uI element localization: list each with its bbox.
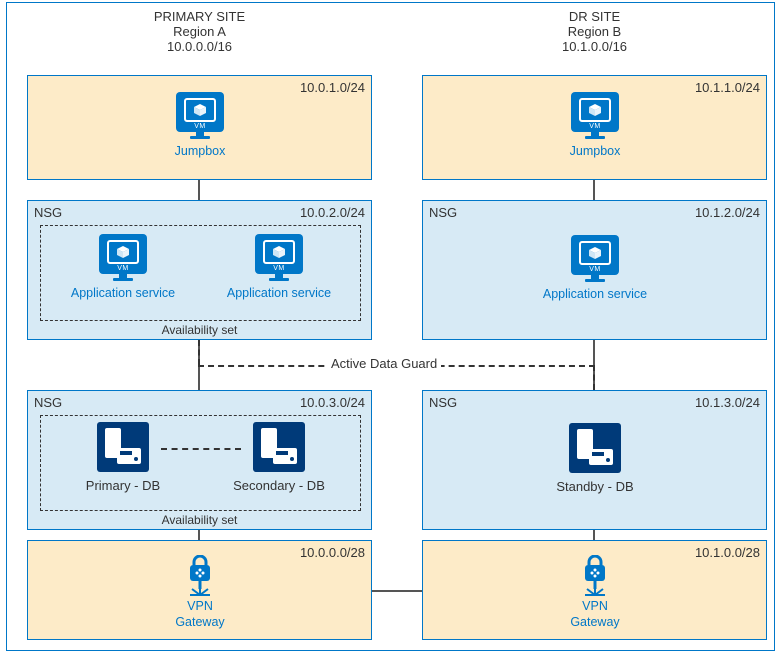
primary-app1-label: Application service [63, 286, 183, 300]
primary-vpn-node: VPN Gateway [140, 555, 260, 630]
vm-icon: VM [535, 92, 655, 132]
db-pair-link [161, 448, 241, 450]
dr-app-tier: NSG 10.1.2.0/24 VM Application service [422, 200, 767, 340]
connector [593, 530, 595, 540]
connector [198, 530, 200, 540]
primary-db-availcaption: Availability set [28, 513, 371, 527]
primary-title-3: 10.0.0.0/16 [27, 39, 372, 54]
connector-vpn-link [372, 590, 422, 592]
dr-app-subnet: 10.1.2.0/24 [695, 205, 760, 220]
dr-title-2: Region B [422, 24, 767, 39]
primary-db-availset: Primary - DB Secondary - DB [40, 415, 361, 511]
primary-db1-label: Primary - DB [63, 478, 183, 493]
adg-connector [198, 340, 200, 365]
primary-title-2: Region A [27, 24, 372, 39]
vm-icon: VM [140, 92, 260, 132]
dr-db-tier: NSG 10.1.3.0/24 Standby - DB [422, 390, 767, 530]
dr-title-1: DR SITE [422, 9, 767, 24]
server-icon [63, 422, 183, 472]
dr-jumpbox-subnet: 10.1.1.0/24 [695, 80, 760, 95]
dr-title-3: 10.1.0.0/16 [422, 39, 767, 54]
dr-db-subnet: 10.1.3.0/24 [695, 395, 760, 410]
dr-db-node: Standby - DB [535, 423, 655, 494]
dr-vpn-subnet: 10.1.0.0/28 [695, 545, 760, 560]
primary-jumpbox-subnet: 10.0.1.0/24 [300, 80, 365, 95]
primary-site-header: PRIMARY SITE Region A 10.0.0.0/16 [27, 9, 372, 54]
architecture-diagram: PRIMARY SITE Region A 10.0.0.0/16 DR SIT… [6, 2, 775, 651]
primary-app-availset: VM Application service VM Application se… [40, 225, 361, 321]
dr-app-node: VM Application service [535, 235, 655, 301]
dr-vpn-label2: Gateway [535, 615, 655, 629]
primary-app-nsg: NSG [34, 205, 62, 220]
primary-app-availcaption: Availability set [28, 323, 371, 337]
primary-vpn-label2: Gateway [140, 615, 260, 629]
primary-app-subnet: 10.0.2.0/24 [300, 205, 365, 220]
primary-app-tier: NSG 10.0.2.0/24 VM Application service V… [27, 200, 372, 340]
primary-title-1: PRIMARY SITE [27, 9, 372, 24]
vpn-gateway-icon [575, 555, 615, 597]
dr-jumpbox-label: Jumpbox [535, 144, 655, 158]
primary-app-node-2: VM Application service [219, 234, 339, 300]
vm-icon: VM [535, 235, 655, 275]
primary-jumpbox-tier: 10.0.1.0/24 VM Jumpbox [27, 75, 372, 180]
dr-vpn-label1: VPN [535, 599, 655, 613]
primary-db-node-1: Primary - DB [63, 422, 183, 493]
active-data-guard-label: Active Data Guard [327, 356, 441, 371]
primary-vpn-label1: VPN [140, 599, 260, 613]
dr-jumpbox-node: VM Jumpbox [535, 92, 655, 158]
dr-app-nsg: NSG [429, 205, 457, 220]
primary-db-subnet: 10.0.3.0/24 [300, 395, 365, 410]
dr-jumpbox-tier: 10.1.1.0/24 VM Jumpbox [422, 75, 767, 180]
primary-app-node-1: VM Application service [63, 234, 183, 300]
vpn-gateway-icon [180, 555, 220, 597]
dr-vpn-node: VPN Gateway [535, 555, 655, 630]
primary-db-tier: NSG 10.0.3.0/24 Primary - DB Secondary -… [27, 390, 372, 530]
vm-icon: VM [63, 234, 183, 274]
primary-vpn-subnet: 10.0.0.0/28 [300, 545, 365, 560]
vm-icon: VM [219, 234, 339, 274]
connector [198, 180, 200, 200]
primary-app2-label: Application service [219, 286, 339, 300]
primary-db2-label: Secondary - DB [219, 478, 339, 493]
primary-jumpbox-node: VM Jumpbox [140, 92, 260, 158]
dr-app-label: Application service [535, 287, 655, 301]
server-icon [535, 423, 655, 473]
server-icon [219, 422, 339, 472]
primary-db-node-2: Secondary - DB [219, 422, 339, 493]
dr-db-label: Standby - DB [535, 479, 655, 494]
dr-db-nsg: NSG [429, 395, 457, 410]
adg-connector [593, 365, 595, 390]
dr-vpn-tier: 10.1.0.0/28 VPN Gateway [422, 540, 767, 640]
connector [593, 180, 595, 200]
primary-jumpbox-label: Jumpbox [140, 144, 260, 158]
primary-db-nsg: NSG [34, 395, 62, 410]
dr-site-header: DR SITE Region B 10.1.0.0/16 [422, 9, 767, 54]
primary-vpn-tier: 10.0.0.0/28 VPN Gateway [27, 540, 372, 640]
